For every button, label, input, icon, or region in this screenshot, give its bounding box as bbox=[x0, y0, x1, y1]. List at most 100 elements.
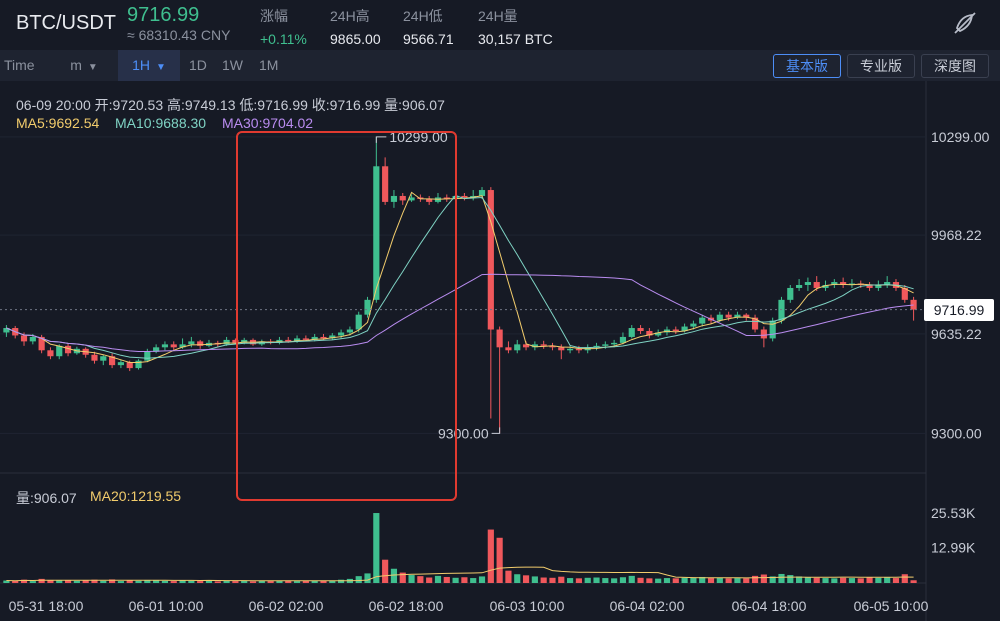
pro-version-button[interactable]: 专业版 bbox=[847, 54, 915, 78]
ma10-line bbox=[6, 194, 914, 359]
volume-bar bbox=[249, 581, 257, 583]
candle-body bbox=[743, 314, 750, 318]
ma30-line bbox=[6, 273, 914, 352]
volume-bar bbox=[302, 580, 309, 583]
interval-toolbar: Time m ▼ 1H ▼ 1D 1W 1M 基本版 专业版 深度图 bbox=[0, 50, 1000, 81]
candle-body bbox=[690, 323, 697, 327]
x-tick-label: 06-01 10:00 bbox=[129, 598, 204, 614]
current-price-tag: 9716.99 bbox=[924, 298, 994, 321]
volume-bar bbox=[567, 578, 574, 583]
volume-bar bbox=[373, 513, 380, 583]
candle-body bbox=[390, 195, 398, 202]
volume-bar bbox=[478, 576, 486, 583]
volume-bar bbox=[637, 577, 644, 583]
volume-bar bbox=[82, 580, 89, 583]
volume-bar bbox=[822, 578, 829, 583]
candle-body bbox=[866, 285, 873, 288]
candle-body bbox=[223, 339, 230, 345]
volume-legend: 量:906.07 bbox=[16, 490, 77, 506]
candle-body bbox=[135, 360, 142, 369]
last-price: 9716.99 bbox=[127, 4, 200, 26]
candle-body bbox=[602, 344, 609, 346]
stat-label: 24H量 bbox=[478, 8, 518, 24]
chart-area[interactable]: 10299.00 9968.22 9635.22 9300.00 25.53K 12.99… bbox=[0, 81, 1000, 621]
candle-body bbox=[329, 335, 336, 339]
volume-bar bbox=[470, 578, 477, 583]
candle-body bbox=[64, 345, 72, 354]
candle-body bbox=[197, 341, 204, 346]
volume-bar bbox=[338, 579, 345, 583]
hour-label: 1H bbox=[132, 57, 150, 73]
volume-bar bbox=[382, 559, 389, 583]
volume-bar bbox=[91, 579, 98, 583]
volume-bar bbox=[593, 577, 600, 583]
low-marker bbox=[491, 427, 501, 434]
candle-body bbox=[840, 282, 847, 285]
candle-body bbox=[382, 166, 389, 202]
candle-body bbox=[153, 347, 160, 352]
interval-1m[interactable]: 1M bbox=[259, 57, 279, 73]
volume-bar bbox=[144, 579, 151, 583]
volume-bar bbox=[831, 578, 838, 583]
candle-body bbox=[100, 356, 107, 361]
candle-body bbox=[478, 190, 486, 196]
candle-body bbox=[734, 314, 741, 318]
hour-dropdown[interactable]: 1H ▼ bbox=[118, 50, 180, 81]
volume-bar bbox=[29, 581, 36, 583]
candle-body bbox=[241, 339, 248, 343]
x-tick-label: 06-02 02:00 bbox=[249, 598, 324, 614]
volume-bar bbox=[153, 580, 160, 583]
stat-label: 24H高 bbox=[330, 8, 370, 24]
volume-bar bbox=[787, 575, 794, 583]
interval-1w[interactable]: 1W bbox=[222, 57, 243, 73]
candle-body bbox=[522, 344, 530, 348]
volume-bar bbox=[531, 576, 538, 583]
volume-bar bbox=[3, 580, 10, 583]
chevron-down-icon: ▼ bbox=[156, 62, 166, 73]
volume-ma20-line bbox=[6, 566, 914, 582]
trading-pair[interactable]: BTC/USDT bbox=[16, 12, 116, 34]
volume-bar bbox=[426, 577, 433, 583]
candle-body bbox=[725, 314, 732, 318]
volume-bar bbox=[214, 581, 221, 583]
candle-body bbox=[760, 329, 767, 339]
volume-tick-label: 12.99K bbox=[931, 539, 976, 555]
volume-bar bbox=[751, 575, 759, 583]
candle-body bbox=[505, 347, 512, 351]
candle-body bbox=[531, 344, 538, 348]
candle-body bbox=[787, 287, 794, 300]
candle-body bbox=[575, 348, 582, 351]
stat-value: 9865.00 bbox=[330, 31, 381, 47]
volume-bar bbox=[434, 575, 442, 583]
candle-body bbox=[399, 195, 406, 201]
candle-body bbox=[813, 282, 820, 288]
volume-bar bbox=[707, 578, 715, 583]
volume-bar bbox=[584, 577, 591, 583]
basic-version-button[interactable]: 基本版 bbox=[773, 54, 841, 78]
candle-body bbox=[144, 351, 151, 361]
candle-body bbox=[355, 314, 362, 330]
candle-body bbox=[646, 331, 653, 336]
interval-1d[interactable]: 1D bbox=[189, 57, 207, 73]
candle-body bbox=[778, 299, 785, 321]
volume-bar bbox=[126, 580, 133, 583]
candle-body bbox=[293, 338, 301, 342]
volume-bar bbox=[655, 578, 662, 583]
candle-body bbox=[672, 329, 679, 331]
time-button[interactable]: Time bbox=[4, 57, 35, 73]
minute-dropdown[interactable]: m ▼ bbox=[56, 50, 112, 81]
chart-settings-icon[interactable] bbox=[952, 10, 978, 36]
x-tick-label: 06-03 10:00 bbox=[490, 598, 565, 614]
candle-body bbox=[117, 362, 124, 366]
candlestick-chart[interactable]: 10299.00 9968.22 9635.22 9300.00 25.53K 12.99… bbox=[0, 81, 1000, 621]
depth-chart-button[interactable]: 深度图 bbox=[921, 54, 989, 78]
volume-bar bbox=[241, 580, 248, 583]
candle-body bbox=[558, 347, 565, 351]
volume-bar bbox=[258, 580, 265, 583]
ma20-legend: MA20:1219.55 bbox=[90, 488, 182, 504]
volume-bar bbox=[522, 575, 530, 583]
candle-body bbox=[461, 195, 468, 198]
volume-bar bbox=[364, 573, 371, 583]
candle-body bbox=[716, 314, 723, 321]
candle-body bbox=[487, 190, 494, 330]
